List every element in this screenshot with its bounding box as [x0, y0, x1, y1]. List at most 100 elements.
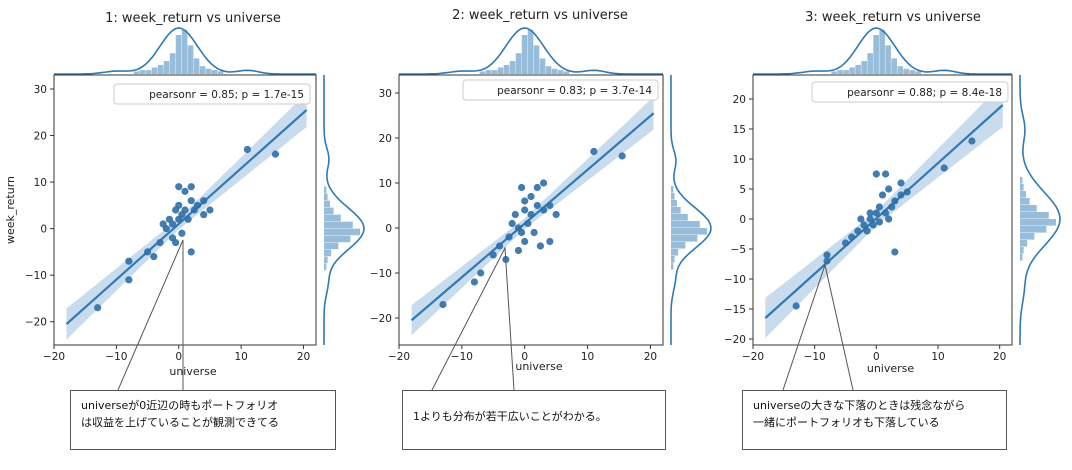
- scatter-point: [590, 147, 598, 156]
- top-hist-bar: [545, 66, 552, 74]
- scatter-point: [200, 197, 208, 205]
- x-tick-label: 20: [993, 351, 1006, 363]
- top-hist-bar: [521, 35, 528, 74]
- right-hist-bar: [671, 228, 707, 235]
- right-hist-bar: [1020, 191, 1026, 198]
- scatter-point: [885, 215, 893, 223]
- scatter-point: [470, 278, 479, 286]
- top-hist-bar: [837, 70, 843, 74]
- right-kde-line: [323, 75, 365, 345]
- top-hist-bar: [503, 64, 510, 74]
- right-hist-bar: [324, 235, 351, 243]
- x-tick-label: 10: [234, 351, 247, 363]
- callout-pointer: [782, 263, 854, 391]
- top-hist-bar: [509, 61, 516, 74]
- right-hist-bar: [671, 242, 686, 249]
- scatter-point: [888, 203, 896, 211]
- top-hist-bar: [157, 64, 164, 74]
- top-hist-bar: [175, 35, 182, 74]
- scatter-point: [150, 252, 158, 261]
- top-kde-line: [54, 27, 316, 75]
- scatter-point: [552, 210, 560, 219]
- top-hist-bar: [527, 29, 534, 74]
- y-tick-label: −5: [731, 244, 746, 256]
- scatter-point: [178, 229, 186, 237]
- scatter-point: [897, 179, 905, 187]
- y-tick-label: −10: [25, 270, 47, 282]
- scatter-point: [885, 185, 893, 193]
- right-hist-bar: [1020, 177, 1023, 184]
- scatter-point: [881, 209, 890, 217]
- scatter-point: [206, 206, 214, 214]
- scatter-point: [508, 219, 516, 228]
- scatter-point: [530, 228, 538, 237]
- scatter-point: [875, 203, 884, 211]
- scatter-point: [875, 218, 884, 226]
- top-hist-bar: [903, 68, 909, 74]
- right-hist-bar: [1020, 226, 1047, 233]
- callout-2-line-1: 1よりも分布が若干広いことがわかる。: [413, 410, 607, 423]
- scatter-point: [878, 191, 887, 199]
- scatter-point: [439, 300, 447, 309]
- top-hist-bar: [879, 29, 885, 74]
- x-tick-label: −20: [388, 351, 410, 363]
- scatter-point: [271, 150, 280, 158]
- scatter-point: [903, 188, 911, 196]
- y-tick-label: 10: [733, 154, 746, 166]
- top-hist-bar: [211, 70, 218, 74]
- top-hist-bar: [551, 68, 558, 74]
- right-hist-bar: [671, 263, 674, 270]
- scatter-point: [848, 233, 856, 241]
- right-hist-bar: [671, 214, 688, 221]
- scatter-point: [866, 209, 874, 217]
- scatter-point: [823, 251, 831, 259]
- top-hist-bar: [485, 70, 492, 74]
- x-axis-label: universe: [169, 365, 217, 378]
- scatter-point: [495, 242, 504, 250]
- right-hist-bar: [1020, 254, 1023, 261]
- chart-title: 2: week_return vs universe: [452, 8, 628, 23]
- scatter-point: [125, 276, 133, 284]
- jointplot-3: 3: week_return vs universe −20 −10 0 10 20 −20…: [724, 10, 1061, 391]
- scatter-point: [193, 201, 202, 209]
- top-hist-bar: [163, 61, 170, 74]
- scatter-point: [521, 237, 529, 246]
- scatter-point: [891, 248, 899, 256]
- right-hist-bar: [1020, 184, 1024, 191]
- scatter-point: [872, 170, 880, 178]
- scatter-point: [527, 192, 535, 201]
- x-tick-label: 20: [644, 351, 657, 363]
- scatter-point: [94, 304, 102, 312]
- y-tick-label: −20: [724, 334, 746, 346]
- top-hist-bar: [193, 58, 200, 74]
- stat-legend-box: [811, 81, 1009, 103]
- top-hist-bar: [181, 29, 188, 74]
- scatter-point: [792, 302, 800, 310]
- scatter-point: [897, 191, 905, 199]
- x-tick-label: −10: [451, 351, 473, 363]
- scatter-point: [162, 225, 170, 233]
- plot-frame: [53, 74, 317, 346]
- x-tick-label: 20: [297, 351, 310, 363]
- right-hist-bar: [324, 221, 353, 229]
- scatter-point: [841, 239, 850, 247]
- right-hist-bar: [324, 214, 341, 222]
- scatter-point: [521, 206, 529, 214]
- top-hist-bar: [557, 70, 564, 74]
- scatter-point: [517, 228, 526, 237]
- scatter-point: [175, 201, 183, 209]
- x-tick-label: 0: [873, 351, 880, 363]
- scatter-point: [125, 257, 133, 265]
- scatter-point: [181, 187, 189, 195]
- x-tick-label: −20: [43, 351, 65, 363]
- top-hist-bar: [897, 66, 903, 74]
- y-tick-label: 30: [34, 84, 47, 96]
- right-hist-bar: [324, 193, 328, 201]
- top-hist-bar: [187, 45, 194, 74]
- stat-legend-box: [462, 79, 659, 101]
- callout-1-line-2: は収益を上げていることが観測できてる: [81, 416, 279, 429]
- stat-legend-box: [113, 83, 311, 105]
- top-hist-bar: [515, 53, 522, 74]
- scatter-point: [187, 197, 195, 205]
- top-hist-bar: [831, 71, 837, 74]
